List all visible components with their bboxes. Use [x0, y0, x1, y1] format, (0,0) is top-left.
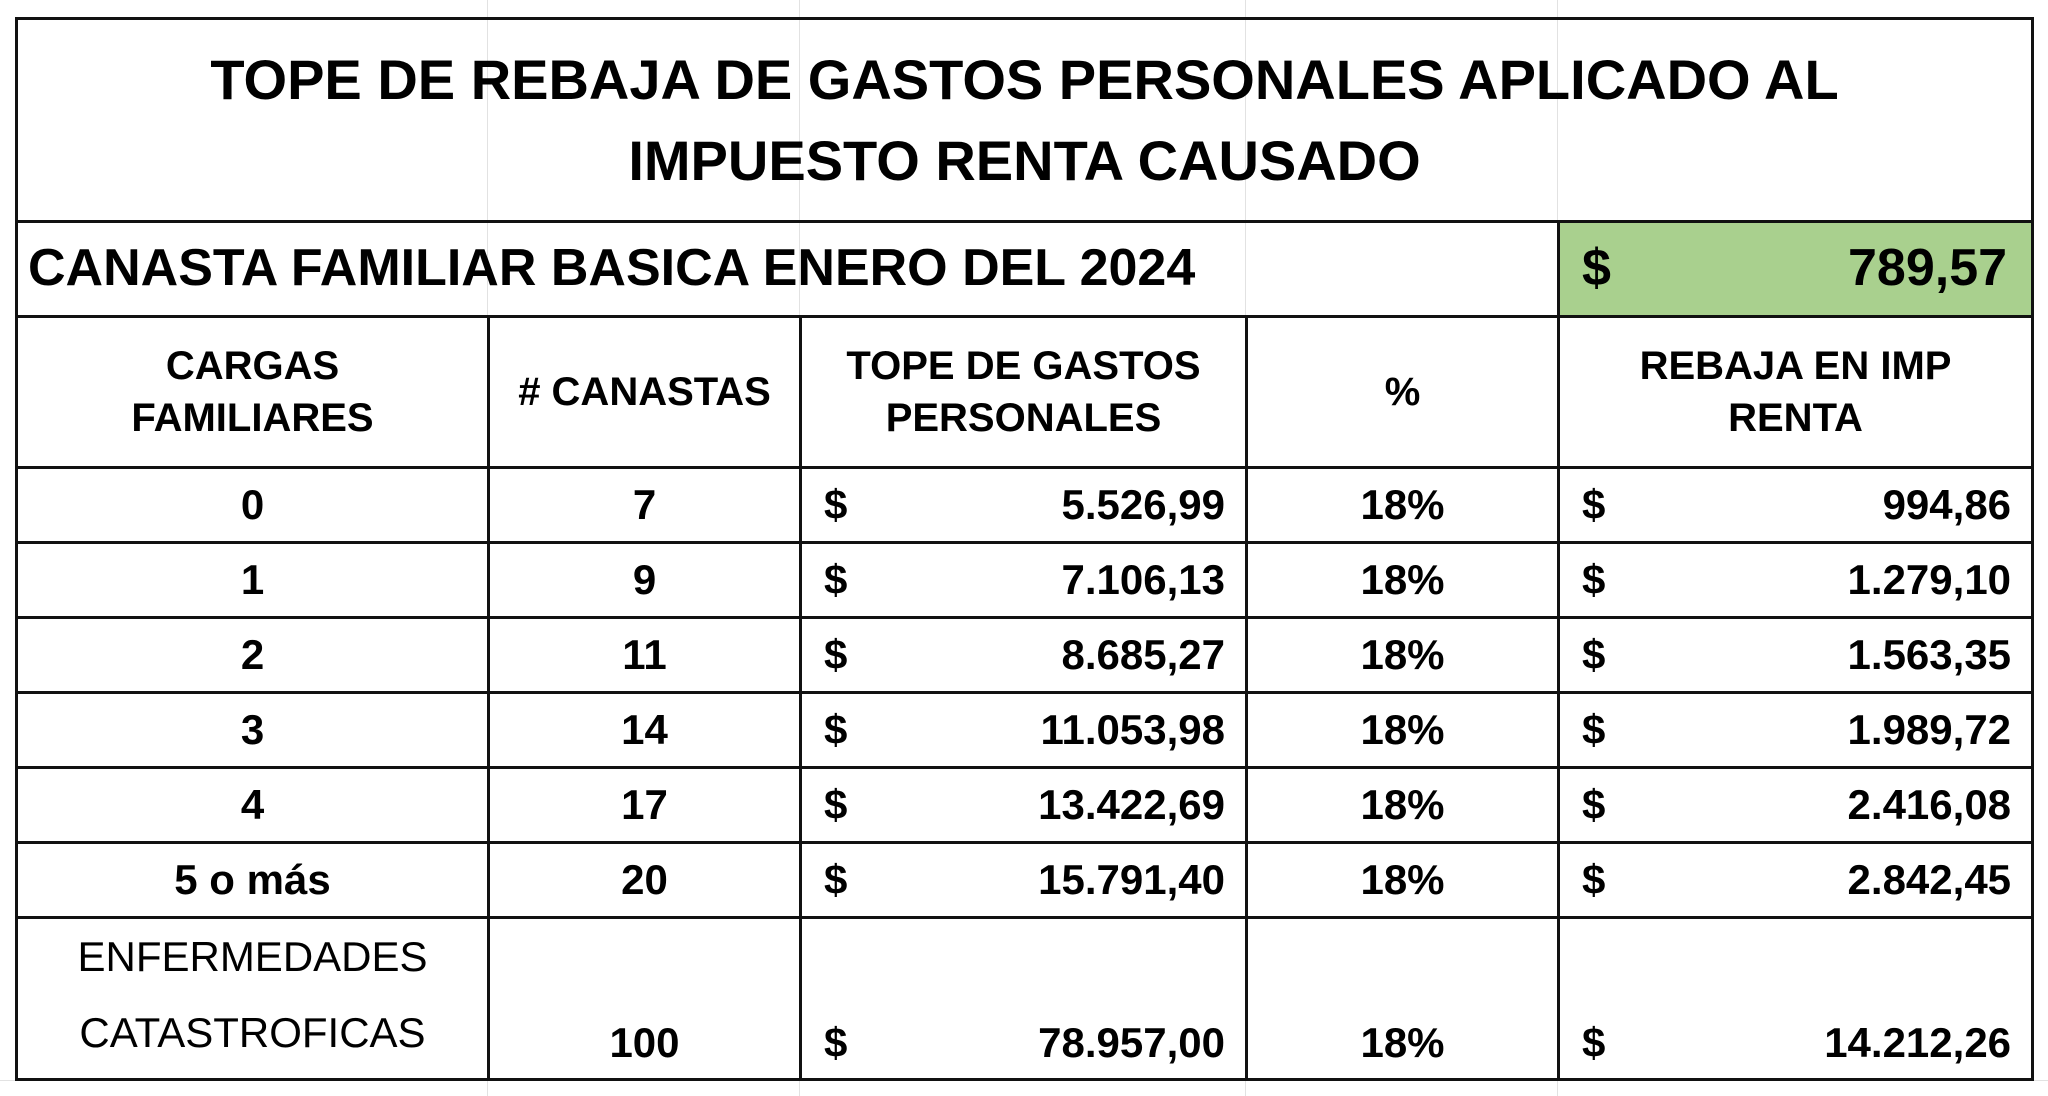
table-row: 5 o más 20 $15.791,40 18% $2.842,45	[15, 841, 2035, 919]
currency-symbol: $	[824, 1018, 848, 1066]
currency-symbol: $	[824, 705, 848, 753]
label-text: CATASTROFICAS	[79, 1008, 426, 1056]
header-text: TOPE DE GASTOS	[846, 344, 1201, 388]
cell-tope[interactable]: $5.526,99	[799, 466, 1248, 544]
tope-value: 13.422,69	[1038, 780, 1225, 828]
cell-percent[interactable]: 18%	[1245, 466, 1560, 544]
cell-canastas[interactable]: 17	[487, 766, 802, 844]
gridline	[0, 1080, 2048, 1081]
cell-percent[interactable]: 18%	[1245, 691, 1560, 769]
rebaja-value: 994,86	[1882, 480, 2012, 528]
cell-percent[interactable]: 18%	[1245, 541, 1560, 619]
tope-value: 7.106,13	[1061, 555, 1226, 603]
table-title[interactable]: TOPE DE REBAJA DE GASTOS PERSONALES APLI…	[14, 17, 2035, 223]
cell-tope[interactable]: $78.957,00	[799, 915, 1248, 1082]
cell-cargas[interactable]: 0	[15, 466, 490, 544]
currency-symbol: $	[1582, 480, 1606, 528]
table-row: 4 17 $13.422,69 18% $2.416,08	[15, 766, 2035, 844]
table-row-enfermedades: ENFERMEDADES CATASTROFICAS 100 $78.957,00…	[15, 915, 2035, 1082]
table-row: 0 7 $5.526,99 18% $994,86	[15, 466, 2035, 544]
tope-value: 78.957,00	[1038, 1018, 1225, 1066]
cell-rebaja[interactable]: $1.563,35	[1556, 616, 2035, 694]
cell-canastas[interactable]: 100	[487, 915, 802, 1082]
cell-percent[interactable]: 18%	[1245, 915, 1560, 1082]
tope-value: 8.685,27	[1061, 630, 1226, 678]
tope-value: 11.053,98	[1040, 705, 1225, 753]
cell-rebaja[interactable]: $2.842,45	[1556, 841, 2035, 919]
cell-rebaja[interactable]: $14.212,26	[1556, 915, 2035, 1082]
cell-rebaja[interactable]: $2.416,08	[1556, 766, 2035, 844]
canasta-value-cell[interactable]: $ 789,57	[1556, 220, 2035, 318]
header-percent[interactable]: %	[1245, 315, 1560, 469]
canasta-label[interactable]: CANASTA FAMILIAR BASICA ENERO DEL 2024	[15, 220, 1560, 318]
header-rebaja[interactable]: REBAJA EN IMP RENTA	[1556, 315, 2035, 469]
rebaja-value: 2.416,08	[1847, 780, 2012, 828]
currency-symbol: $	[1582, 630, 1606, 678]
header-text: FAMILIARES	[131, 396, 374, 440]
currency-symbol: $	[1582, 780, 1606, 828]
currency-symbol: $	[824, 630, 848, 678]
cell-canastas[interactable]: 7	[487, 466, 802, 544]
cell-tope[interactable]: $11.053,98	[799, 691, 1248, 769]
tope-value: 15.791,40	[1038, 855, 1225, 903]
currency-symbol: $	[1582, 855, 1606, 903]
rebaja-value: 1.563,35	[1847, 630, 2012, 678]
header-cargas[interactable]: CARGAS FAMILIARES	[15, 315, 490, 469]
header-text: REBAJA EN IMP	[1639, 344, 1952, 388]
cell-cargas[interactable]: 2	[15, 616, 490, 694]
currency-symbol: $	[824, 780, 848, 828]
currency-symbol: $	[1582, 555, 1606, 603]
cell-tope[interactable]: $8.685,27	[799, 616, 1248, 694]
tax-deduction-table: TOPE DE REBAJA DE GASTOS PERSONALES APLI…	[14, 17, 2035, 1082]
currency-symbol: $	[824, 855, 848, 903]
cell-canastas[interactable]: 11	[487, 616, 802, 694]
table-row: 1 9 $7.106,13 18% $1.279,10	[15, 541, 2035, 619]
header-tope[interactable]: TOPE DE GASTOS PERSONALES	[799, 315, 1248, 469]
cell-tope[interactable]: $7.106,13	[799, 541, 1248, 619]
table-row: 2 11 $8.685,27 18% $1.563,35	[15, 616, 2035, 694]
table-row: 3 14 $11.053,98 18% $1.989,72	[15, 691, 2035, 769]
rebaja-value: 1.279,10	[1847, 555, 2012, 603]
header-text: CARGAS	[165, 344, 340, 388]
rebaja-value: 1.989,72	[1847, 705, 2012, 753]
currency-symbol: $	[824, 555, 848, 603]
title-line: IMPUESTO RENTA CAUSADO	[628, 129, 1421, 192]
rebaja-value: 14.212,26	[1824, 1018, 2012, 1066]
cell-cargas[interactable]: 1	[15, 541, 490, 619]
cell-rebaja[interactable]: $1.279,10	[1556, 541, 2035, 619]
currency-symbol: $	[1582, 705, 1606, 753]
header-text: PERSONALES	[885, 396, 1162, 440]
cell-tope[interactable]: $15.791,40	[799, 841, 1248, 919]
cell-rebaja[interactable]: $994,86	[1556, 466, 2035, 544]
title-line: TOPE DE REBAJA DE GASTOS PERSONALES APLI…	[210, 47, 1839, 111]
label-text: ENFERMEDADES	[77, 933, 428, 980]
rebaja-value: 2.842,45	[1847, 855, 2012, 903]
cell-cargas[interactable]: 4	[15, 766, 490, 844]
cell-rebaja[interactable]: $1.989,72	[1556, 691, 2035, 769]
currency-symbol: $	[1582, 239, 1611, 298]
cell-canastas[interactable]: 20	[487, 841, 802, 919]
currency-symbol: $	[824, 480, 848, 528]
cell-cargas[interactable]: ENFERMEDADES CATASTROFICAS	[15, 915, 490, 1082]
currency-symbol: $	[1582, 1018, 1606, 1066]
cell-percent[interactable]: 18%	[1245, 841, 1560, 919]
tope-value: 5.526,99	[1061, 480, 1226, 528]
canasta-value: 789,57	[1848, 239, 2008, 298]
header-text: RENTA	[1728, 396, 1863, 440]
cell-cargas[interactable]: 3	[15, 691, 490, 769]
cell-tope[interactable]: $13.422,69	[799, 766, 1248, 844]
cell-percent[interactable]: 18%	[1245, 766, 1560, 844]
cell-percent[interactable]: 18%	[1245, 616, 1560, 694]
header-canastas[interactable]: # CANASTAS	[487, 315, 802, 469]
cell-cargas[interactable]: 5 o más	[15, 841, 490, 919]
cell-canastas[interactable]: 9	[487, 541, 802, 619]
cell-canastas[interactable]: 14	[487, 691, 802, 769]
